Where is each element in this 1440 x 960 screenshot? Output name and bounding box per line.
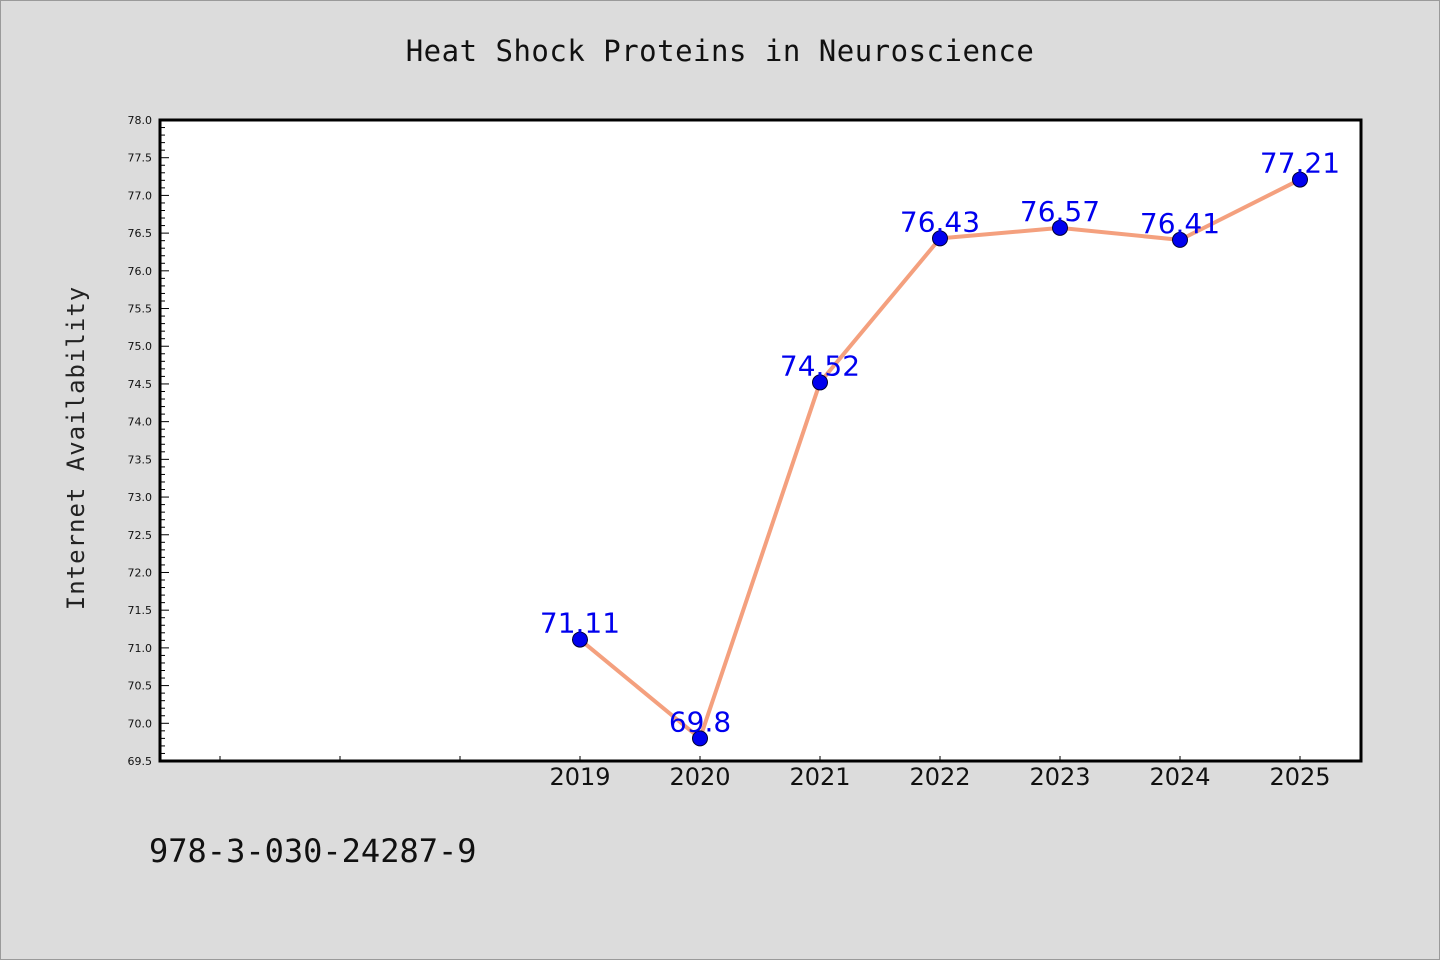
y-tick-label: 74.0 <box>128 416 153 429</box>
y-tick-label: 75.5 <box>128 303 153 316</box>
x-axis: 2019 2020 2021 2022 2023 2024 2025 <box>219 756 1331 791</box>
x-tick-label: 2024 <box>1149 763 1210 791</box>
x-tick-label: 2025 <box>1269 763 1330 791</box>
y-tick-label: 76.5 <box>128 227 153 240</box>
y-tick-label: 77.0 <box>128 189 153 202</box>
data-label: 69.8 <box>669 705 731 738</box>
footer-code: 978-3-030-24287-9 <box>149 832 477 870</box>
data-point <box>1052 219 1068 236</box>
data-label: 77.21 <box>1260 147 1340 180</box>
data-point <box>812 374 828 391</box>
y-tick-label: 74.5 <box>128 378 153 391</box>
data-label: 76.41 <box>1140 207 1220 240</box>
x-tick-label: 2021 <box>789 763 850 791</box>
data-point <box>1172 231 1188 248</box>
chart-title: Heat Shock Proteins in Neuroscience <box>405 34 1035 68</box>
data-label: 76.43 <box>900 205 980 238</box>
data-point <box>572 631 588 648</box>
series-layer: 71.11 69.8 74.52 76.43 76.57 76.41 77.21 <box>540 147 1340 747</box>
y-tick-label: 70.5 <box>128 680 153 693</box>
plot-area <box>158 118 1363 763</box>
x-tick-label: 2020 <box>669 763 730 791</box>
y-tick-label: 72.5 <box>128 529 153 542</box>
data-point <box>692 730 708 747</box>
y-tick-label: 72.0 <box>128 566 153 579</box>
x-tick-label: 2023 <box>1029 763 1090 791</box>
y-tick-label: 71.5 <box>128 604 153 617</box>
x-tick-label: 2019 <box>549 763 610 791</box>
data-label: 71.11 <box>540 607 620 640</box>
y-tick-label: 69.5 <box>128 755 153 768</box>
y-tick-label: 76.0 <box>128 265 153 278</box>
y-axis: 69.5 70.0 70.5 71.0 71.5 72.0 72.5 73.0 73.5 74.0… <box>128 114 169 768</box>
data-point <box>932 230 948 247</box>
data-point <box>1292 171 1308 188</box>
y-tick-label: 73.0 <box>128 491 153 504</box>
y-tick-label: 75.0 <box>128 340 153 353</box>
y-tick-label: 70.0 <box>128 717 153 730</box>
y-tick-label: 78.0 <box>128 114 153 127</box>
y-tick-label: 77.5 <box>128 152 153 165</box>
x-tick-label: 2022 <box>909 763 970 791</box>
y-tick-label: 73.5 <box>128 453 153 466</box>
data-label: 74.52 <box>780 349 860 382</box>
y-tick-label: 71.0 <box>128 642 153 655</box>
data-label: 76.57 <box>1020 195 1100 228</box>
